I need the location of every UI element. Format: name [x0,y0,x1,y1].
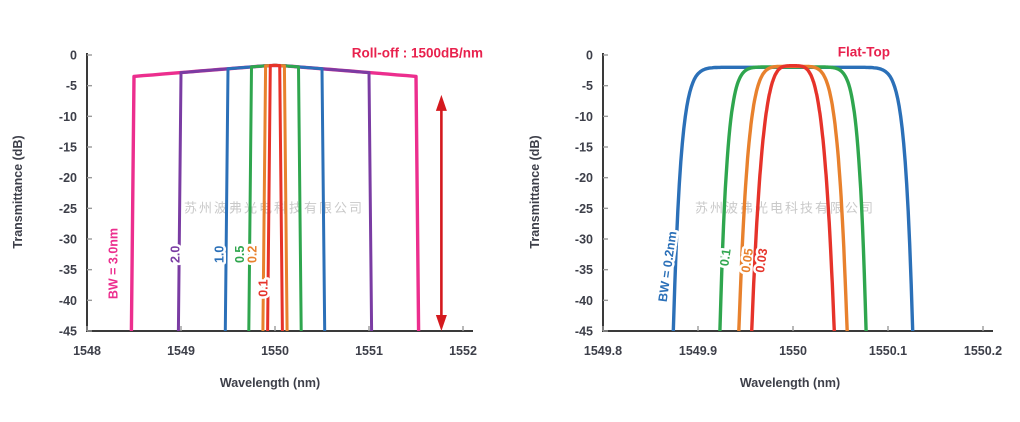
x-axis-title-right: Wavelength (nm) [739,376,841,390]
y-tick-label: -5 [66,79,77,93]
series-curve-BW=0.2nm [671,65,915,332]
x-tick-label: 1551 [355,344,383,358]
y-tick-label: -5 [582,79,593,93]
y-tick-label: 0 [586,49,593,63]
y-tick-label: -20 [59,171,77,185]
x-tick-label: 1549 [167,344,195,358]
series-curve-0.03 [750,64,836,332]
y-tick-label: -10 [575,110,593,124]
x-tick-label: 1550.2 [964,344,1002,358]
x-tick-label: 1548 [73,344,101,358]
series-curve-0.1 [266,63,284,332]
series-label-0.1: 0.1 [257,279,271,296]
y-tick-label: -20 [575,171,593,185]
x-tick-label: 1550 [261,344,289,358]
series-curve-0.05 [737,64,849,332]
x-tick-label: 1549.9 [679,344,717,358]
y-tick-label: -15 [575,141,593,155]
x-axis-title-left: Wavelength (nm) [219,376,321,390]
y-tick-label: 0 [70,49,77,63]
watermark-text: 苏州波弗光电科技有限公司 [183,200,365,216]
series-label-BW=3.0nm: BW = 3.0nm [106,228,120,299]
series-curve-BW=3.0nm [129,63,421,332]
y-tick-label: -15 [59,141,77,155]
series-label-2.0: 2.0 [168,246,182,263]
y-tick-label: -35 [59,263,77,277]
y-tick-label: -40 [575,294,593,308]
rolloff-chart-svg: 0 -5 -10 -15 -20 -25 -30 -35 -40 -45 1548 1549 1550 1… [59,49,477,359]
flattop-chart-title: Flat-Top [837,44,890,60]
y-tick-label: -40 [59,294,77,308]
y-tick-label: -30 [575,233,593,247]
flattop-chart: 苏州波弗光电科技有限公司 0 -5 -10 -15 -20 -25 -30 -35 -40 -45… [510,0,1020,422]
rolloff-chart-title: Roll-off : 1500dB/nm [351,45,483,61]
y-tick-label: -30 [59,233,77,247]
series-label-0.03: 0.03 [753,247,770,273]
series-label-0.2: 0.2 [245,246,259,263]
y-axis-title-right: Transmittance (dB) [528,135,542,249]
series-curve-1.0 [223,63,327,332]
x-tick-label: 1550 [779,344,807,358]
flattop-chart-svg: 0 -5 -10 -15 -20 -25 -30 -35 -40 -45 1549.8 1549.9 1… [575,49,1002,359]
rolloff-arrow-head-down [435,315,447,331]
y-tick-label: -35 [575,263,593,277]
x-tick-label: 1552 [449,344,477,358]
y-tick-label: -10 [59,110,77,124]
y-axis-title-left: Transmittance (dB) [11,135,25,249]
series-label-0.5: 0.5 [233,246,247,263]
rolloff-chart: 苏州波弗光电科技有限公司 0 -5 -10 -15 -20 -25 -30 -35 -40 -45… [11,45,483,391]
series-label-0.1: 0.1 [717,248,733,267]
y-tick-label: -25 [59,202,77,216]
x-tick-label: 1550.1 [869,344,907,358]
rolloff-arrow-head-up [435,94,447,111]
y-tick-label: -25 [575,202,593,216]
x-tick-label: 1549.8 [584,344,622,358]
series-curve-2.0 [176,63,374,332]
series-label-1.0: 1.0 [213,246,227,263]
y-tick-label: -45 [575,325,593,339]
y-tick-label: -45 [59,325,77,339]
